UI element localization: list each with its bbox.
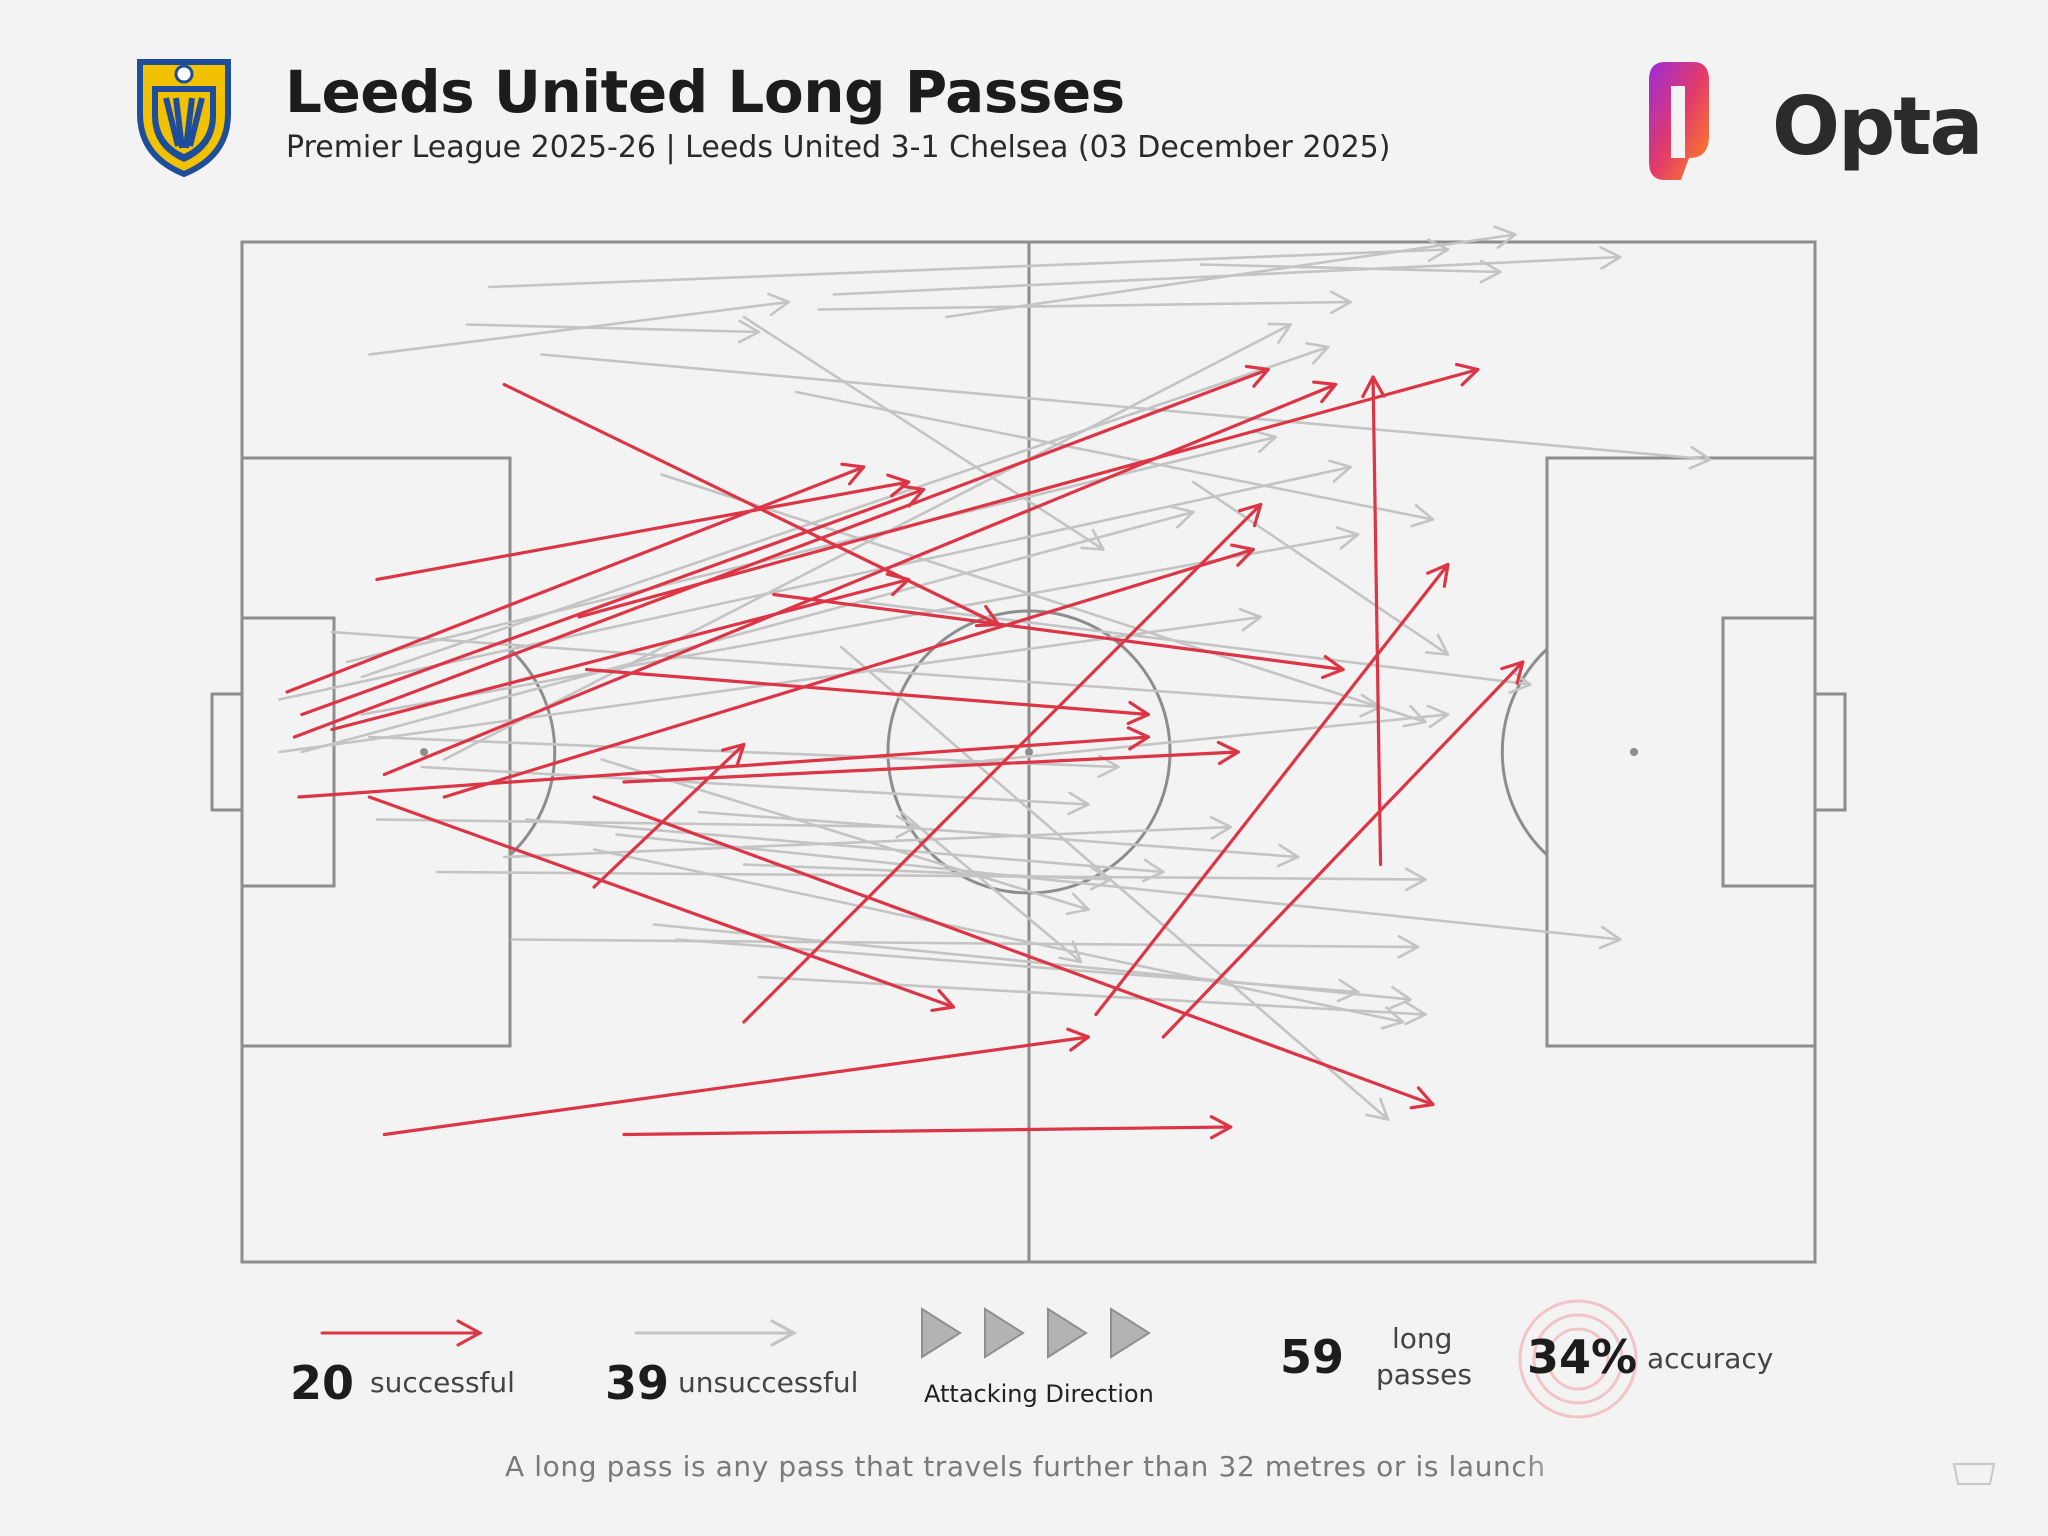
unsuccessful-pass-18 bbox=[1191, 480, 1450, 656]
total-label-line1: long bbox=[1392, 1322, 1453, 1355]
unsuccessful-pass-4 bbox=[540, 353, 1712, 470]
unsuccessful-pass-12 bbox=[794, 390, 1435, 528]
unsuccessful-pass-7 bbox=[944, 225, 1517, 319]
unsuccessful-pass-1 bbox=[487, 238, 1450, 289]
unsuccessful-pass-11 bbox=[742, 315, 1105, 551]
left-penalty-arc bbox=[508, 647, 557, 857]
successful-pass-8 bbox=[442, 543, 1255, 799]
watermark-icon bbox=[1952, 1463, 1996, 1485]
accuracy-value: 34% bbox=[1527, 1330, 1638, 1384]
chart-title: Leeds United Long Passes bbox=[285, 58, 1125, 126]
unsuccessful-pass-27 bbox=[615, 833, 1622, 950]
successful-label: successful bbox=[370, 1366, 515, 1399]
footnote: A long pass is any pass that travels fur… bbox=[505, 1450, 1546, 1483]
successful-pass-7 bbox=[382, 380, 1338, 777]
successful-pass-19 bbox=[592, 795, 1435, 1110]
right-goal bbox=[1813, 692, 1847, 812]
unsuccessful-count: 39 bbox=[605, 1356, 670, 1410]
right-penalty-spot bbox=[1630, 748, 1638, 756]
unsuccessful-pass-5 bbox=[817, 290, 1352, 315]
successful-pass-13 bbox=[772, 592, 1345, 680]
right-six-yard-box bbox=[1721, 616, 1817, 888]
unsuccessful-pass-6 bbox=[832, 246, 1622, 296]
unsuccessful-pass-36 bbox=[899, 810, 1083, 964]
total-label-line2: passes bbox=[1376, 1358, 1472, 1391]
accuracy-label: accuracy bbox=[1647, 1342, 1774, 1375]
successful-pass-21 bbox=[1161, 660, 1525, 1039]
unsuccessful-pass-21 bbox=[278, 607, 1263, 754]
accuracy-target-icon bbox=[1518, 1299, 1638, 1419]
right-penalty-area bbox=[1545, 456, 1817, 1048]
unsuccessful-pass-25 bbox=[435, 867, 1427, 892]
left-goal bbox=[210, 692, 244, 812]
successful-pass-14 bbox=[622, 740, 1240, 784]
opta-wordmark: Opta bbox=[1772, 80, 1983, 173]
successful-pass-20 bbox=[1094, 562, 1450, 1017]
centre-spot bbox=[1025, 748, 1033, 756]
legend-successful-arrow-icon bbox=[320, 1319, 484, 1347]
right-penalty-arc bbox=[1500, 647, 1549, 857]
successful-pass-2 bbox=[375, 473, 911, 582]
successful-pass-16 bbox=[742, 502, 1263, 1024]
unsuccessful-pass-16 bbox=[360, 526, 1360, 716]
successful-pass-4 bbox=[300, 484, 926, 717]
unsuccessful-pass-3 bbox=[465, 319, 761, 344]
unsuccessful-pass-33 bbox=[742, 863, 1113, 891]
centre-circle bbox=[886, 609, 1172, 895]
successful-pass-9 bbox=[577, 362, 1480, 619]
successful-pass-18 bbox=[622, 1115, 1233, 1140]
unsuccessful-pass-34 bbox=[600, 758, 1090, 916]
unsuccessful-pass-39 bbox=[922, 704, 1450, 769]
pitch-markings bbox=[210, 240, 1847, 1264]
unsuccessful-pass-35 bbox=[697, 810, 1300, 868]
unsuccessful-pass-31 bbox=[757, 975, 1427, 1026]
attacking-direction-icon bbox=[921, 1307, 1151, 1359]
attacking-direction-label: Attacking Direction bbox=[924, 1380, 1154, 1408]
unsuccessful-pass-17 bbox=[300, 505, 1195, 754]
successful-pass-5 bbox=[292, 364, 1270, 739]
unsuccessful-label: unsuccessful bbox=[678, 1366, 859, 1399]
successful-count: 20 bbox=[290, 1356, 355, 1410]
leeds-united-crest-icon bbox=[137, 59, 231, 178]
legend-unsuccessful-arrow-icon bbox=[634, 1319, 798, 1347]
successful-pass-15 bbox=[367, 795, 956, 1012]
unsuccessful-pass-28 bbox=[510, 934, 1420, 959]
successful-pass-6 bbox=[330, 572, 911, 732]
chart-subtitle: Premier League 2025-26 | Leeds United 3-… bbox=[286, 130, 1391, 165]
successful-pass-22 bbox=[1361, 375, 1386, 867]
unsuccessful-pass-32 bbox=[839, 645, 1390, 1121]
unsuccessful-pass-24 bbox=[375, 814, 918, 839]
successful-pass-1 bbox=[502, 382, 1001, 628]
successful-pass-17 bbox=[382, 1027, 1091, 1137]
successful-pass-12 bbox=[592, 742, 746, 889]
unsuccessful-pass-15 bbox=[345, 429, 1277, 664]
unsuccessful-pass-8 bbox=[1199, 259, 1502, 284]
unsuccessful-pass-2 bbox=[368, 292, 791, 356]
watermark-fade bbox=[1518, 1444, 1998, 1494]
successful-pass-3 bbox=[285, 462, 866, 694]
unsuccessful-pass-14 bbox=[660, 473, 1427, 728]
successful-passes bbox=[285, 362, 1525, 1140]
unsuccessful-pass-23 bbox=[420, 765, 1090, 816]
total-long-passes: 59 bbox=[1280, 1330, 1345, 1384]
successful-pass-11 bbox=[297, 726, 1150, 799]
unsuccessful-pass-37 bbox=[525, 818, 1165, 883]
left-penalty-spot bbox=[420, 748, 428, 756]
opta-logo-icon bbox=[1649, 62, 1709, 180]
unsuccessful-passes bbox=[278, 225, 1712, 1121]
unsuccessful-pass-20 bbox=[330, 630, 1382, 718]
unsuccessful-pass-10 bbox=[360, 341, 1330, 679]
successful-pass-10 bbox=[584, 667, 1150, 726]
unsuccessful-pass-38 bbox=[592, 848, 1405, 1030]
